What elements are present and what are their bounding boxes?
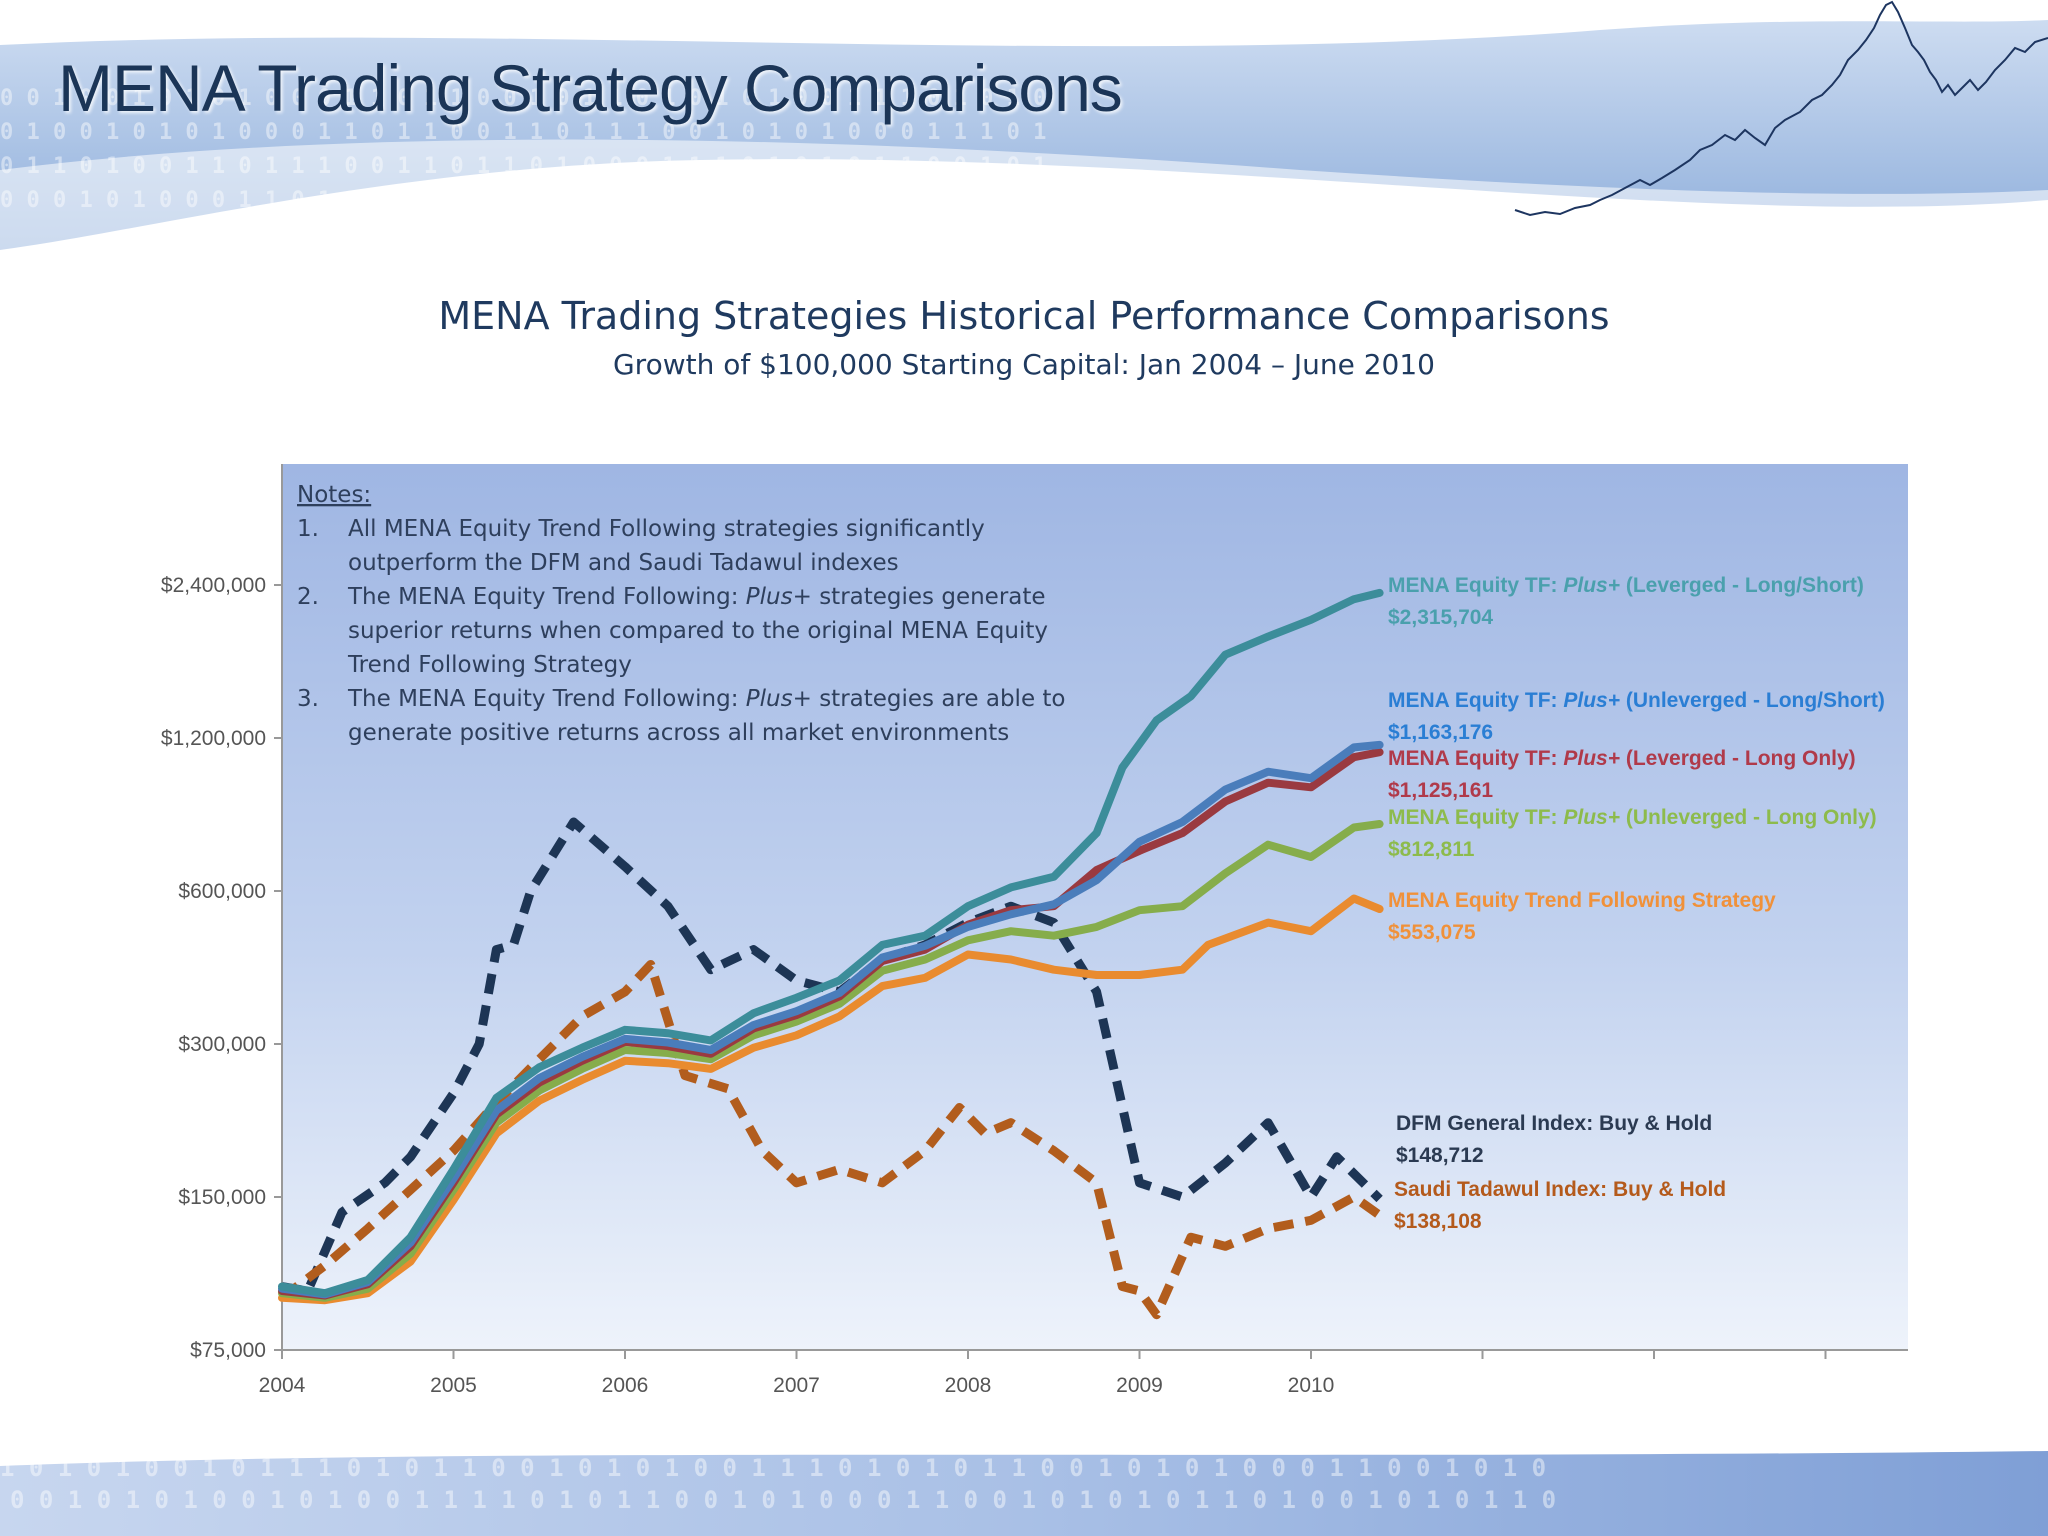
note-line: generate positive returns across all mar… — [348, 720, 1009, 746]
series-line-4 — [278, 894, 1384, 1305]
series-label-3: MENA Equity TF: Plus+ (Unleverged - Long… — [1388, 806, 1877, 861]
note-number: 3. — [297, 686, 319, 712]
chart-notes: Notes: 1. All MENA Equity Trend Following … — [297, 482, 1066, 746]
x-tick-label: 2008 — [945, 1374, 992, 1397]
series-label-2: MENA Equity TF: Plus+ (Leverged - Long O… — [1388, 747, 1856, 802]
series-label-4: MENA Equity Trend Following Strategy $553… — [1388, 889, 1776, 944]
chart-subtitle: Growth of $100,000 Starting Capital: Jan… — [612, 348, 1435, 381]
header-banner: 0 0 1 0 0 1 0 1 0 1 0 0 0 1 1 0 1 1 0 0 … — [0, 0, 2048, 250]
chart-title: MENA Trading Strategies Historical Perfo… — [438, 294, 1610, 338]
series-name: MENA Equity TF: Plus+ (Leverged - Long/S… — [1388, 574, 1864, 597]
note-line: The MENA Equity Trend Following: Plus+ s… — [347, 584, 1046, 610]
series-label-0: MENA Equity TF: Plus+ (Leverged - Long/S… — [1388, 574, 1864, 629]
series-final-value: $138,108 — [1394, 1210, 1482, 1233]
series-final-value: $812,811 — [1388, 838, 1475, 861]
notes-heading: Notes: — [297, 482, 371, 508]
plot-area — [282, 464, 1908, 1350]
note-number: 2. — [297, 584, 319, 610]
banner-binary-text: 0 0 0 1 0 1 0 0 0 1 1 0 1 1 1 0 0 1 0 1 … — [0, 188, 1046, 213]
note-line: Trend Following Strategy — [347, 652, 632, 678]
y-tick-label: $600,000 — [178, 880, 266, 903]
series-line-0 — [278, 588, 1384, 1298]
x-tick-label: 2010 — [1288, 1374, 1335, 1397]
slide-title: MENA Trading Strategy Comparisons — [58, 51, 1123, 125]
series-final-value: $553,075 — [1388, 921, 1476, 944]
series-final-value: $2,315,704 — [1388, 606, 1493, 629]
stock-ticker-decoration — [1514, 0, 2048, 217]
banner-binary-text: 0 1 0 0 1 0 1 0 1 0 0 0 1 1 0 1 1 0 0 1 … — [0, 120, 1046, 145]
series-label-1: MENA Equity TF: Plus+ (Unleverged - Long… — [1388, 689, 1885, 744]
x-tick-label: 2004 — [259, 1374, 306, 1397]
series-name: MENA Equity TF: Plus+ (Unleverged - Long… — [1388, 689, 1885, 712]
banner-binary-text: 0 0 1 0 0 1 0 1 0 1 0 0 0 1 1 0 1 1 0 0 … — [0, 86, 1046, 111]
performance-line-chart: $75,000 $150,000 $300,000 $600,000 $1,200,00… — [161, 464, 1908, 1397]
series-line-5 — [281, 817, 1383, 1296]
series-name: MENA Equity TF: Plus+ (Leverged - Long O… — [1388, 747, 1856, 770]
x-tick-label: 2009 — [1116, 1374, 1163, 1397]
y-tick-label: $150,000 — [178, 1186, 266, 1209]
series-final-value: $148,712 — [1396, 1144, 1484, 1167]
note-number: 1. — [297, 516, 319, 542]
footer-banner: 1 0 1 0 1 0 0 1 0 1 1 1 0 1 0 1 1 0 0 1 … — [0, 1451, 2048, 1536]
note-line: All MENA Equity Trend Following strategi… — [348, 516, 985, 542]
banner-binary-text: 0 0 1 0 1 0 1 0 0 1 0 1 0 0 1 1 1 1 0 1 … — [10, 1486, 1556, 1514]
banner-binary-text: 0 1 1 0 1 0 0 1 1 0 1 1 1 0 0 1 1 0 1 1 … — [0, 154, 1046, 179]
y-tick-label: $2,400,000 — [161, 574, 266, 597]
series-final-value: $1,163,176 — [1388, 721, 1493, 744]
x-tick-label: 2006 — [602, 1374, 649, 1397]
series-name: MENA Equity Trend Following Strategy — [1388, 889, 1776, 912]
note-line: outperform the DFM and Saudi Tadawul ind… — [348, 550, 899, 576]
series-line-1 — [278, 740, 1384, 1299]
banner-binary-text: 1 0 1 0 1 0 0 1 0 1 1 1 0 1 0 1 1 0 0 1 … — [0, 1454, 1546, 1482]
series-final-value: $1,125,161 — [1388, 779, 1493, 802]
y-tick-label: $75,000 — [190, 1339, 266, 1362]
y-tick-label: $300,000 — [178, 1033, 266, 1056]
x-tick-label: 2005 — [430, 1374, 477, 1397]
note-line: The MENA Equity Trend Following: Plus+ s… — [347, 686, 1066, 712]
series-name: Saudi Tadawul Index: Buy & Hold — [1394, 1178, 1726, 1201]
series-name: MENA Equity TF: Plus+ (Unleverged - Long… — [1388, 806, 1877, 829]
series-label-5: DFM General Index: Buy & Hold $148,712 — [1396, 1112, 1712, 1167]
series-label-6: Saudi Tadawul Index: Buy & Hold $138,108 — [1394, 1178, 1726, 1233]
note-line: superior returns when compared to the or… — [348, 618, 1048, 644]
series-name: DFM General Index: Buy & Hold — [1396, 1112, 1712, 1135]
x-tick-label: 2007 — [773, 1374, 820, 1397]
y-tick-label: $1,200,000 — [161, 727, 266, 750]
